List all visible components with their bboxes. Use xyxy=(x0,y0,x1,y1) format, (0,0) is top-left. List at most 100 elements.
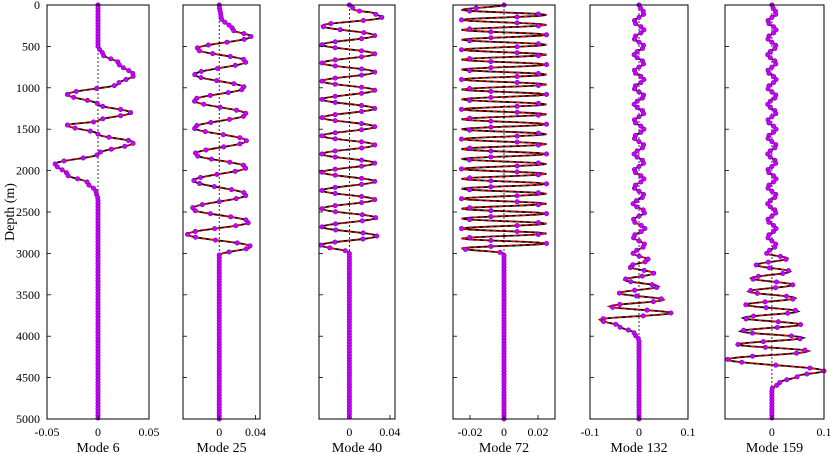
sample-point xyxy=(802,347,808,353)
sample-point xyxy=(332,93,338,99)
sample-point xyxy=(64,122,70,128)
sample-point xyxy=(467,217,473,223)
sample-point xyxy=(514,133,520,139)
sample-point xyxy=(535,112,541,118)
sample-point xyxy=(64,91,70,97)
sample-point xyxy=(101,53,107,59)
sample-point xyxy=(212,226,218,232)
x-tick-label: 0.02 xyxy=(528,425,549,439)
sample-point xyxy=(359,54,365,60)
sample-point xyxy=(638,229,644,235)
sample-point xyxy=(359,84,365,90)
sample-point xyxy=(372,197,378,203)
sample-point xyxy=(359,72,365,78)
sample-point xyxy=(359,36,365,42)
sample-point xyxy=(654,284,660,290)
sample-point xyxy=(514,223,520,229)
sample-point xyxy=(514,74,520,80)
sample-point xyxy=(535,71,541,77)
sample-point xyxy=(208,156,214,162)
sample-point xyxy=(212,237,218,243)
sample-point xyxy=(463,246,469,252)
sample-point xyxy=(769,188,775,194)
sample-point xyxy=(636,39,642,45)
sample-point xyxy=(467,157,473,163)
sample-point xyxy=(634,154,640,160)
sample-point xyxy=(765,235,771,241)
sample-point xyxy=(374,233,380,239)
x-tick-label: -0.1 xyxy=(581,425,600,439)
sample-point xyxy=(195,153,201,159)
sample-point xyxy=(769,163,775,169)
sample-point xyxy=(641,210,647,216)
sample-point xyxy=(207,92,213,98)
sample-point xyxy=(783,256,789,262)
sample-point xyxy=(241,31,247,37)
sample-point xyxy=(128,110,134,116)
y-tick-label: 500 xyxy=(22,39,40,53)
sample-point xyxy=(488,118,494,124)
sample-point xyxy=(792,307,798,313)
sample-point xyxy=(641,77,647,83)
sample-point xyxy=(535,142,541,148)
sample-point xyxy=(243,59,249,65)
sample-point xyxy=(770,179,776,185)
sample-point xyxy=(359,145,365,151)
sample-point xyxy=(237,135,243,141)
sample-point xyxy=(359,127,365,133)
sample-point xyxy=(725,356,731,362)
sample-point xyxy=(616,290,622,296)
sample-point xyxy=(790,282,796,288)
sample-point xyxy=(651,270,657,276)
y-axis-label: Depth (m) xyxy=(3,183,18,241)
panel-mode-132: -0.1 0 0.1 Mode 132 xyxy=(581,2,696,454)
sample-point xyxy=(632,287,638,293)
sample-point xyxy=(625,327,631,333)
y-tick-label: 2000 xyxy=(16,164,40,178)
sample-point xyxy=(636,64,642,70)
sample-point xyxy=(638,73,644,79)
sample-point xyxy=(488,243,494,249)
sample-point xyxy=(765,259,771,265)
sample-point xyxy=(237,141,243,147)
sample-point xyxy=(543,32,549,38)
sample-point xyxy=(769,14,775,20)
sample-point xyxy=(754,290,760,296)
sample-point xyxy=(765,136,771,142)
sample-point xyxy=(535,41,541,47)
sample-point xyxy=(770,30,776,36)
sample-point xyxy=(116,62,122,68)
sample-point xyxy=(772,45,778,51)
sample-point xyxy=(118,107,124,113)
sample-point xyxy=(649,282,655,288)
sample-point xyxy=(332,63,338,69)
mode-shape-reference-line xyxy=(598,4,675,419)
sample-point xyxy=(639,145,645,151)
sample-point xyxy=(535,232,541,238)
sample-point xyxy=(641,61,647,67)
sample-point xyxy=(638,123,644,129)
sample-point xyxy=(514,229,520,235)
sample-point xyxy=(328,21,334,27)
sample-point xyxy=(332,39,338,45)
sample-point xyxy=(617,324,623,330)
x-tick-label: -0.05 xyxy=(35,425,60,439)
sample-point xyxy=(185,231,191,237)
sample-point xyxy=(639,273,645,279)
sample-point xyxy=(639,195,645,201)
sample-point xyxy=(467,97,473,103)
sample-point xyxy=(636,238,642,244)
sample-point xyxy=(319,133,325,139)
sample-point xyxy=(332,136,338,142)
sample-point xyxy=(72,125,78,131)
sample-point xyxy=(95,131,101,137)
y-axis-ticks: 0 500 1000 1500 2000 2500 3000 3500 4000 4500 5000 xyxy=(16,0,40,426)
sample-point xyxy=(640,313,646,319)
sample-point xyxy=(196,48,202,54)
y-tick-label: 1500 xyxy=(16,122,40,136)
sample-point xyxy=(750,276,756,282)
sample-point xyxy=(106,134,112,140)
sample-point xyxy=(359,194,365,200)
sample-point xyxy=(319,187,325,193)
sample-point xyxy=(636,114,642,120)
